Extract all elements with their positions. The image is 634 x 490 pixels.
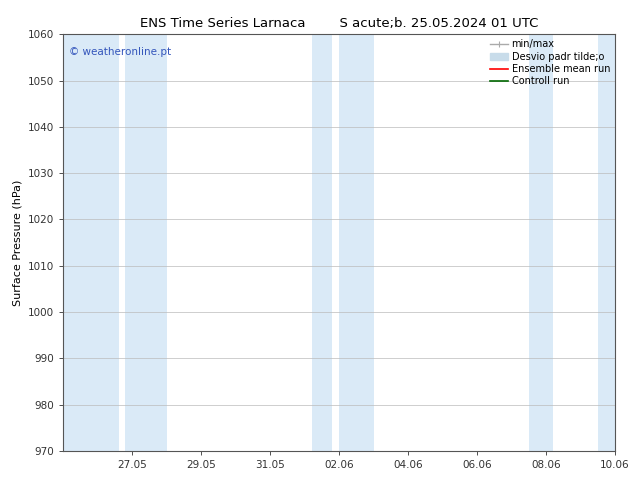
Bar bbox=[339, 34, 373, 451]
Bar bbox=[126, 34, 167, 451]
Bar bbox=[312, 34, 332, 451]
Y-axis label: Surface Pressure (hPa): Surface Pressure (hPa) bbox=[13, 179, 23, 306]
Bar bbox=[598, 34, 615, 451]
Bar bbox=[529, 34, 553, 451]
Bar bbox=[63, 34, 119, 451]
Legend: min/max, Desvio padr tilde;o, Ensemble mean run, Controll run: min/max, Desvio padr tilde;o, Ensemble m… bbox=[488, 37, 612, 88]
Title: ENS Time Series Larnaca        S acute;b. 25.05.2024 01 UTC: ENS Time Series Larnaca S acute;b. 25.05… bbox=[140, 17, 538, 30]
Text: © weatheronline.pt: © weatheronline.pt bbox=[69, 47, 171, 57]
